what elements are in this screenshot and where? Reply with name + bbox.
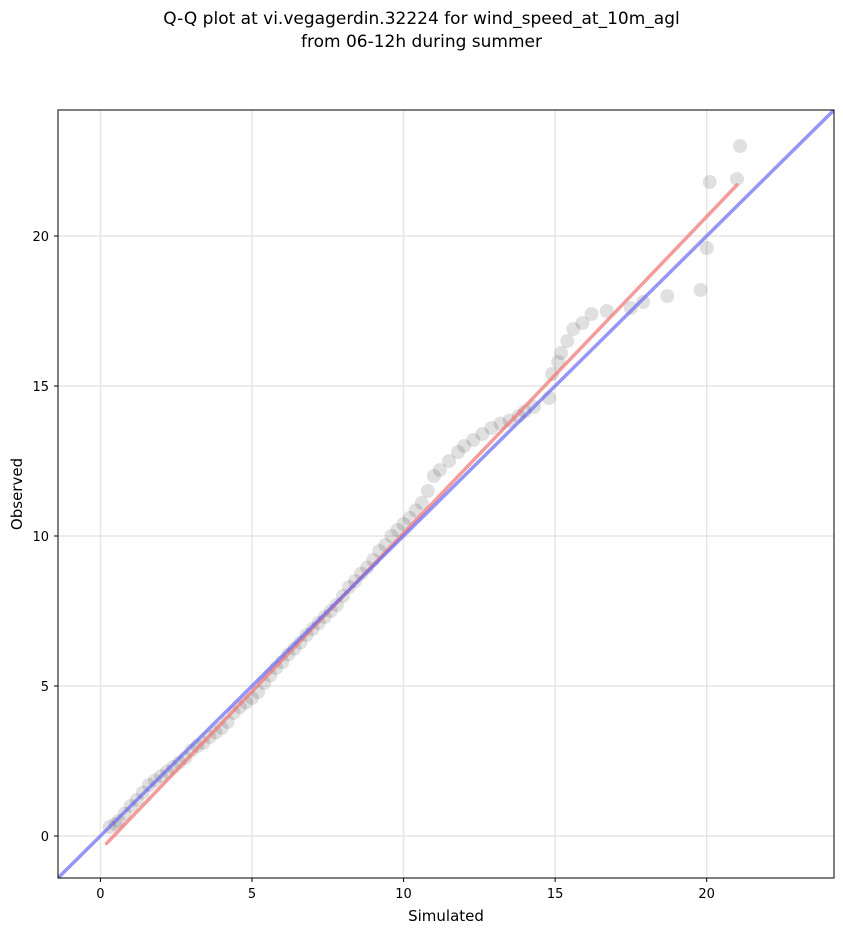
x-tick-label: 0 xyxy=(96,887,104,902)
qq-point xyxy=(184,743,199,758)
qq-point xyxy=(384,529,399,543)
qq-point xyxy=(342,580,356,594)
y-tick-label: 20 xyxy=(32,230,49,245)
qq-point xyxy=(599,304,614,318)
reference-lines xyxy=(58,110,834,878)
qq-point xyxy=(623,301,638,315)
qq-point xyxy=(420,484,435,498)
ticks: 0 5 10 15 20 0 5 10 15 20 xyxy=(32,230,715,902)
qq-point xyxy=(699,241,714,255)
qq-point xyxy=(475,427,490,441)
qq-point xyxy=(354,566,369,581)
x-axis-label: Simulated xyxy=(408,907,484,925)
qq-point xyxy=(566,322,581,336)
x-tick-label: 15 xyxy=(547,887,564,902)
qq-point xyxy=(560,334,575,348)
y-tick-label: 5 xyxy=(41,680,49,695)
qq-point xyxy=(348,574,363,588)
qq-point xyxy=(426,469,441,483)
points xyxy=(102,139,748,834)
qq-point xyxy=(457,439,472,453)
qq-point xyxy=(484,421,499,435)
y-axis-label: Observed xyxy=(8,458,26,530)
x-tick-label: 10 xyxy=(395,887,412,902)
qq-point xyxy=(693,283,708,297)
chart-title-line-1: Q-Q plot at vi.vegagerdin.32224 for wind… xyxy=(163,9,680,29)
qq-point xyxy=(575,316,590,330)
qq-point xyxy=(141,778,156,792)
regression-fit-line xyxy=(104,183,739,846)
identity-line xyxy=(58,110,834,878)
qq-point xyxy=(432,463,447,477)
y-tick-label: 10 xyxy=(32,530,49,545)
qq-point xyxy=(414,496,429,510)
qq-point xyxy=(451,445,466,459)
axes-frame xyxy=(57,109,835,879)
qq-point xyxy=(730,172,744,186)
qq-point xyxy=(551,355,566,369)
x-tick-label: 5 xyxy=(248,887,256,902)
qq-point xyxy=(554,346,569,360)
y-tick-label: 0 xyxy=(41,830,49,845)
y-tick-label: 15 xyxy=(32,380,49,395)
qq-point xyxy=(636,295,651,309)
qq-point xyxy=(442,454,457,468)
qq-point xyxy=(108,817,123,831)
qq-point xyxy=(111,814,126,828)
qq-point xyxy=(360,560,375,575)
qq-point xyxy=(208,725,223,740)
qq-point xyxy=(702,175,717,189)
qq-point xyxy=(733,139,748,153)
qq-point xyxy=(660,289,675,303)
x-tick-label: 20 xyxy=(698,887,715,902)
chart-title-line-2: from 06-12h during summer xyxy=(301,32,542,52)
qq-point xyxy=(408,503,423,518)
qq-point xyxy=(584,307,599,321)
qq-point xyxy=(466,433,481,447)
qq-point xyxy=(545,367,560,381)
